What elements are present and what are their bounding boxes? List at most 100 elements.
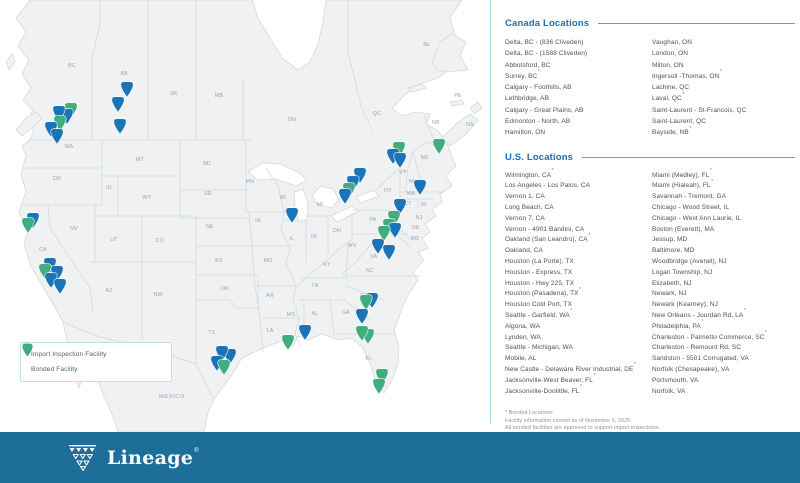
legend-item: Bonded Facility [22,343,161,373]
region-label: LA [267,328,274,334]
footnote-line: Facility information current as of Novem… [505,417,632,424]
region-label: NC [366,268,374,274]
region-label: SD [204,191,212,197]
region-labels: BC AB SK MB ON QC NL PE NB NS WA OR ID MT WY NV UT CA AZ NM… [39,42,474,400]
bonded-star-marker: * [765,329,768,336]
region-label: WA [65,144,74,150]
map-legend: Import Inspection Facility Bonded Facilit… [20,342,172,382]
location-item: Miami (Hialeah), FL* [652,178,714,190]
location-item: Elizabeth, NJ [652,279,692,287]
footnote: * Bonded Locations Facility information c… [505,410,795,432]
bonded-star-marker: * [579,286,582,293]
location-item: Los Angeles - Los Palos, CA [505,182,591,190]
location-item: Miami (Medley), FL* [652,168,712,179]
mainland-landmass [15,0,463,432]
legend-item: Import Inspection Facility [22,343,161,358]
region-label: AL [312,311,319,317]
newfoundland-island [431,33,469,73]
import-facility-marker [215,345,229,362]
lineage-shield-icon [69,444,96,471]
bonded-facility-marker [359,294,373,311]
region-label: QC [373,111,381,117]
location-item: Milton, ON [652,61,684,69]
canada-locations-column-2: Vaughan, ON London, ON Milton, ON Ingersoll… [652,37,795,139]
location-item: Houston (Pasadena), TX* [505,286,582,298]
location-item: Calgary - Foothills, AB [505,84,572,92]
region-label: MA [407,191,416,197]
region-label: ND [203,161,211,167]
bonded-facility-marker [387,210,401,227]
location-item: Baltimore, MD [652,247,695,255]
nova-scotia [441,113,479,147]
location-item: Charleston - Remount Rd, SC [652,344,742,352]
us-locations-title: U.S. Locations [505,152,795,163]
region-label: NB [432,120,440,126]
region-label: NL [423,42,430,48]
prince-edward-island [449,99,465,107]
region-label: MO [264,258,273,264]
location-item: Seattle - Garfield, WA* [505,308,573,320]
import-facility-marker [111,96,125,113]
us-locations-section: U.S. Locations Wilmington, CA* Los Angele… [505,152,795,398]
region-label: NJ [416,215,423,221]
cape-breton-island [469,101,483,115]
us-locations-column-2: Miami (Medley), FL* Miami (Hialeah), FL* S… [652,168,795,398]
bonded-facility-marker [372,378,386,395]
bonded-facility-marker [355,325,369,342]
canada-locations-title: Canada Locations [505,18,795,29]
bonded-facility-marker [375,368,389,385]
location-item: Sandston - 5501 Corrugated, VA [652,355,749,363]
location-item: New Castle - Delaware River Industrial, … [505,362,637,374]
facility-markers [21,81,446,395]
region-label: GA [342,310,350,316]
import-facility-marker [298,324,312,341]
region-label: PE [454,93,462,99]
region-label: NS [466,122,474,128]
trademark-symbol: ® [194,447,199,454]
location-item: Savannah - Tremont, GA [652,193,727,201]
location-item: Mobile, AL [505,355,537,363]
import-facility-marker [44,121,58,138]
region-label: ME [421,155,430,161]
region-label: MB [215,93,224,99]
location-item: Portsmouth, VA [652,376,699,384]
bonded-star-marker: * [551,168,554,175]
location-item: Long Beach, CA [505,204,554,212]
location-item: Jacksonville-Doolittle, FL* [505,383,583,395]
import-facility-marker [393,152,407,169]
brand-name: Lineage [107,446,194,469]
location-item: Abbotsford, BC [505,61,551,69]
lake-huron [311,185,340,209]
location-item: Calgary - Great Plains, AB [505,106,584,114]
bonded-star-marker: * [719,69,723,76]
location-item: Bayside, NB* [652,125,692,137]
section-title-text: Canada Locations [505,18,590,29]
bonded-star-marker: * [743,308,746,315]
region-label: MD [411,236,420,242]
region-label: AR [266,293,274,299]
location-item: Lachine, QC [652,84,690,92]
region-label: UT [110,237,118,243]
location-item: Saint-Laurent - St-Francois, QC [652,106,747,114]
location-item: Vaughan, ON [652,39,693,46]
region-label: RI [421,202,427,208]
footer-bar: Lineage ® [0,432,800,483]
import-facility-marker [353,167,367,184]
location-item: Charleston - Palmetto Commerce, SC* [652,329,768,341]
import-facility-marker [382,244,396,261]
location-item: Newark, NJ [652,290,687,298]
legend-label: Bonded Facility [31,366,78,373]
import-facility-marker [50,128,64,145]
region-label: CO [156,238,164,244]
location-item: Houston Cold Port, TX [505,301,573,309]
region-label: AB [120,71,128,77]
bonded-star-marker: * [537,69,540,76]
location-item: London, ON [652,50,689,58]
location-item: Vernon - 4901 Bandini, CA [505,225,585,233]
location-item: Houston (La Porte), TX [505,258,574,266]
region-label: MT [136,157,145,163]
bonded-pin-icon [22,343,33,357]
location-item: New Orleans - Jourdan Rd, LA* [652,308,746,320]
region-label: WY [143,195,152,201]
